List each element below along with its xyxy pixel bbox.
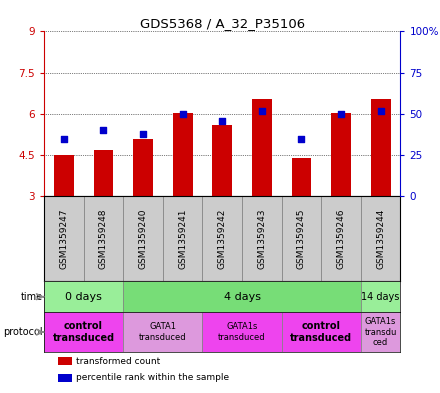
Text: GSM1359240: GSM1359240 bbox=[139, 209, 147, 269]
Point bbox=[258, 108, 265, 114]
Text: control
transduced: control transduced bbox=[290, 321, 352, 343]
Bar bbox=[123, 312, 202, 352]
Point bbox=[100, 127, 107, 134]
Bar bbox=[361, 312, 400, 352]
Text: 4 days: 4 days bbox=[224, 292, 260, 302]
Bar bbox=[282, 196, 321, 281]
Text: 14 days: 14 days bbox=[361, 292, 400, 302]
Bar bbox=[361, 196, 400, 281]
Text: GATA1s
transduced: GATA1s transduced bbox=[218, 322, 266, 342]
Text: control
transduced: control transduced bbox=[52, 321, 115, 343]
Point bbox=[298, 136, 305, 142]
Bar bbox=[252, 99, 272, 196]
Text: GSM1359242: GSM1359242 bbox=[218, 209, 227, 269]
Bar bbox=[133, 139, 153, 196]
Bar bbox=[371, 99, 391, 196]
Text: transformed count: transformed count bbox=[76, 357, 160, 366]
Text: GSM1359245: GSM1359245 bbox=[297, 209, 306, 269]
Bar bbox=[202, 312, 282, 352]
Bar bbox=[163, 196, 202, 281]
Bar bbox=[361, 281, 400, 312]
Point bbox=[139, 130, 147, 137]
Bar bbox=[331, 112, 351, 196]
Text: GATA1s
transdu
ced: GATA1s transdu ced bbox=[364, 317, 397, 347]
Bar bbox=[173, 112, 193, 196]
Point bbox=[337, 111, 345, 117]
Point bbox=[377, 108, 384, 114]
Text: GSM1359241: GSM1359241 bbox=[178, 209, 187, 269]
Text: GSM1359246: GSM1359246 bbox=[337, 209, 345, 269]
Bar bbox=[292, 158, 312, 196]
Text: protocol: protocol bbox=[4, 327, 43, 337]
Point bbox=[179, 111, 186, 117]
Text: GSM1359248: GSM1359248 bbox=[99, 209, 108, 269]
Text: GSM1359244: GSM1359244 bbox=[376, 209, 385, 269]
Bar bbox=[58, 374, 72, 382]
Bar bbox=[54, 155, 74, 196]
Bar bbox=[123, 196, 163, 281]
Bar bbox=[44, 196, 84, 281]
Bar bbox=[84, 196, 123, 281]
Bar bbox=[213, 125, 232, 196]
Title: GDS5368 / A_32_P35106: GDS5368 / A_32_P35106 bbox=[139, 17, 305, 30]
Text: percentile rank within the sample: percentile rank within the sample bbox=[76, 373, 229, 382]
Text: GATA1
transduced: GATA1 transduced bbox=[139, 322, 187, 342]
Bar bbox=[123, 281, 361, 312]
Bar bbox=[321, 196, 361, 281]
Text: GSM1359247: GSM1359247 bbox=[59, 209, 68, 269]
Bar bbox=[242, 196, 282, 281]
Bar bbox=[58, 357, 72, 365]
Bar bbox=[202, 196, 242, 281]
Text: GSM1359243: GSM1359243 bbox=[257, 209, 266, 269]
Text: time: time bbox=[21, 292, 43, 302]
Point bbox=[219, 118, 226, 124]
Bar bbox=[44, 312, 123, 352]
Text: 0 days: 0 days bbox=[65, 292, 102, 302]
Bar bbox=[94, 150, 114, 196]
Bar bbox=[44, 281, 123, 312]
Point bbox=[60, 136, 67, 142]
Bar bbox=[282, 312, 361, 352]
